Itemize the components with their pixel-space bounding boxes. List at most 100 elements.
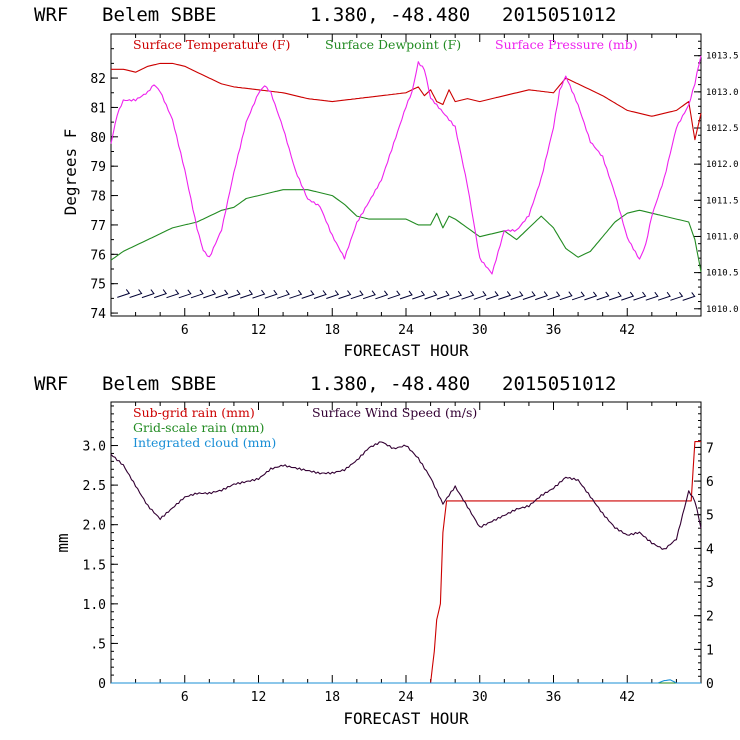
wind-barb <box>313 290 327 299</box>
bottom-x-axis-label: FORECAST HOUR <box>343 709 469 728</box>
wind-barb <box>621 291 635 301</box>
bottom-y-right-tick-label: 3 <box>706 576 714 591</box>
wind-barb <box>657 291 671 301</box>
series-surface-wind-speed-m-s <box>110 441 702 550</box>
wind-barb <box>154 289 168 299</box>
bottom-x-tick-label: 24 <box>398 690 414 705</box>
bottom-y-tick-label: .5 <box>90 637 106 652</box>
series-surface-pressure-mb <box>110 55 702 275</box>
wind-barb <box>264 289 278 299</box>
series-integrated-cloud-mm <box>111 679 701 684</box>
bottom-x-tick-label: 36 <box>546 690 562 705</box>
wind-barb <box>252 289 266 299</box>
top-y-right-tick-label: 1011.0 <box>706 232 739 242</box>
top-y-right-tick-label: 1012.0 <box>706 160 739 170</box>
bottom-title-model: WRF <box>34 373 68 395</box>
wind-barb <box>227 289 241 299</box>
bottom-y-right-tick-label: 2 <box>706 610 714 625</box>
bottom-y-tick-label: 3.0 <box>83 440 106 455</box>
wind-barb <box>240 289 254 299</box>
top-y-right-tick-label: 1010.0 <box>706 305 739 315</box>
wind-barb <box>547 291 561 301</box>
bottom-y-right-tick-label: 0 <box>706 677 714 692</box>
top-y-tick-label: 75 <box>90 278 106 293</box>
wind-barb <box>596 291 610 301</box>
top-x-tick-label: 18 <box>324 323 340 338</box>
wind-barb <box>141 289 155 299</box>
legend-surface-dewpoint: Surface Dewpoint (F) <box>325 37 461 52</box>
top-x-tick-label: 30 <box>472 323 488 338</box>
top-y-tick-label: 76 <box>90 248 106 263</box>
top-y-right-tick-label: 1010.5 <box>706 269 739 279</box>
wind-barb <box>485 291 499 300</box>
bottom-y-tick-label: 2.5 <box>83 479 106 494</box>
wind-barb <box>178 289 192 299</box>
top-y-tick-label: 78 <box>90 190 106 205</box>
top-x-tick-label: 24 <box>398 323 414 338</box>
wind-barb <box>498 291 512 300</box>
bottom-title: WRF Belem SBBE 1.380, -48.480 2015051012 <box>34 373 616 395</box>
top-title-run: 2015051012 <box>502 4 616 26</box>
top-x-tick-label: 6 <box>181 323 189 338</box>
wind-barb <box>338 290 352 300</box>
wind-barb <box>608 291 622 301</box>
bottom-x-tick-label: 18 <box>324 690 340 705</box>
top-ticks: 6 12 18 24 30 36 42 74 75 76 77 78 79 80 81 82 1010.0 101… <box>90 33 739 338</box>
top-y-tick-label: 81 <box>90 101 106 116</box>
bottom-x-tick-label: 42 <box>619 690 635 705</box>
wind-barb <box>362 290 376 300</box>
top-y-tick-label: 77 <box>90 219 106 234</box>
wind-barb <box>301 290 315 299</box>
wind-barb <box>559 291 573 301</box>
top-series <box>110 55 702 275</box>
top-plot-frame <box>110 33 702 317</box>
bottom-y-right-tick-label: 6 <box>706 475 714 490</box>
wind-barb <box>166 289 180 299</box>
wind-barb <box>387 290 401 300</box>
top-y-tick-label: 74 <box>90 307 106 322</box>
bottom-y-tick-label: 1.0 <box>83 598 106 613</box>
wind-barb <box>682 292 696 301</box>
top-x-axis-label: FORECAST HOUR <box>343 341 469 360</box>
series-surface-dewpoint-f <box>110 189 702 273</box>
wind-barb <box>289 290 303 299</box>
legend-surface-temperature: Surface Temperature (F) <box>133 37 290 52</box>
bottom-y-right-tick-label: 1 <box>706 643 714 658</box>
wind-barb <box>375 290 389 300</box>
top-y-right-tick-label: 1011.5 <box>706 196 739 206</box>
top-title: WRF Belem SBBE 1.380, -48.480 2015051012 <box>34 4 616 26</box>
wind-barb <box>461 290 475 300</box>
top-y-axis-label: Degrees F <box>61 129 80 216</box>
bottom-title-station: Belem SBBE <box>102 373 216 395</box>
bottom-x-tick-label: 6 <box>181 690 189 705</box>
wind-barb <box>129 289 143 298</box>
wind-barb <box>522 291 536 300</box>
wind-barb <box>203 289 217 299</box>
bottom-y-tick-label: 2.0 <box>83 519 106 534</box>
wind-barb <box>350 290 364 300</box>
top-title-model: WRF <box>34 4 68 26</box>
bottom-y-right-tick-label: 7 <box>706 441 714 456</box>
top-x-tick-label: 36 <box>546 323 562 338</box>
top-title-station: Belem SBBE <box>102 4 216 26</box>
top-y-tick-label: 82 <box>90 72 106 87</box>
top-x-tick-label: 42 <box>619 323 635 338</box>
top-y-right-tick-label: 1013.0 <box>706 88 739 98</box>
wind-barb <box>473 291 487 300</box>
top-y-right-tick-label: 1012.5 <box>706 124 739 134</box>
bottom-y-tick-label: 0 <box>98 677 106 692</box>
wind-barb <box>510 291 524 300</box>
top-title-coords: 1.380, -48.480 <box>310 4 470 26</box>
bottom-legend: Sub-grid rain (mm) Grid-scale rain (mm) … <box>133 405 477 450</box>
legend-surface-wind-speed: Surface Wind Speed (m/s) <box>312 405 477 420</box>
bottom-y-right-tick-label: 4 <box>706 542 714 557</box>
legend-sub-grid-rain: Sub-grid rain (mm) <box>133 405 255 420</box>
series-surface-temperature-f <box>111 62 702 141</box>
bottom-y-tick-label: 1.5 <box>83 558 106 573</box>
wind-barb <box>412 290 426 300</box>
wind-barb <box>276 290 290 299</box>
wind-barb <box>535 291 549 301</box>
wind-barb <box>645 291 659 301</box>
top-legend: Surface Temperature (F) Surface Dewpoint… <box>133 37 638 52</box>
